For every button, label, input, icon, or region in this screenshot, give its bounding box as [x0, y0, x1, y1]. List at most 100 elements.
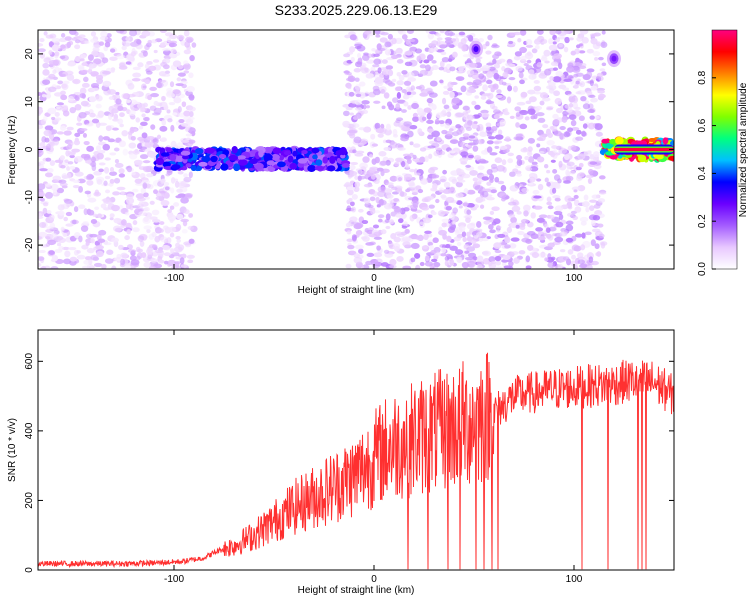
heatmap-cell: [441, 195, 448, 201]
tone-cell: [327, 165, 336, 172]
heatmap-cell: [125, 61, 132, 65]
heatmap-cell: [544, 177, 549, 183]
heatmap-cell: [458, 31, 466, 36]
heatmap-cell: [425, 64, 431, 72]
heatmap-cell: [436, 33, 441, 37]
heatmap-cell: [586, 71, 593, 79]
heatmap-cell: [559, 125, 566, 131]
tone-cell: [160, 152, 170, 157]
heatmap-cell: [377, 190, 386, 198]
heatmap-cell: [180, 264, 188, 268]
heatmap-cell: [395, 103, 401, 110]
heatmap-cell: [361, 170, 366, 176]
heatmap-cell: [130, 136, 136, 141]
heatmap-cell: [552, 41, 557, 45]
heatmap-cell: [594, 56, 599, 61]
heatmap-cell: [166, 37, 172, 43]
heatmap-cell: [59, 55, 66, 60]
heatmap-cell: [138, 211, 147, 217]
heatmap-cell: [534, 105, 543, 111]
heatmap-cell: [160, 137, 168, 142]
heatmap-cell: [496, 89, 502, 94]
heatmap-cell: [451, 38, 456, 42]
heatmap-cell: [63, 216, 69, 222]
heatmap-cell: [401, 109, 407, 113]
heatmap-cell: [130, 265, 135, 269]
heatmap-cell: [582, 103, 591, 110]
heatmap-cell: [428, 244, 434, 251]
heatmap-cell: [82, 220, 89, 225]
heatmap-cell: [476, 255, 484, 263]
heatmap-cell: [116, 186, 126, 191]
heatmap-cell: [387, 82, 396, 87]
tone-cell: [182, 155, 190, 160]
heatmap-cell: [404, 92, 414, 98]
heatmap-cell: [577, 259, 586, 265]
heatmap-cell: [45, 157, 52, 162]
heatmap-cell: [59, 182, 68, 187]
heatmap-cell: [583, 150, 592, 156]
heatmap-cell: [584, 100, 590, 104]
heatmap-cell: [95, 145, 102, 152]
heatmap-cell: [527, 137, 536, 144]
heatmap-cell: [183, 60, 189, 66]
tone-cell: [277, 161, 286, 168]
heatmap-cell: [385, 182, 394, 186]
heatmap-cell: [189, 54, 195, 62]
heatmap-cell: [574, 233, 583, 238]
heatmap-cell: [58, 210, 65, 216]
heatmap-cell: [570, 119, 577, 127]
y-tick-label: 0: [24, 146, 35, 152]
heatmap-cell: [348, 197, 353, 202]
heatmap-cell: [384, 41, 392, 48]
heatmap-cell: [344, 182, 351, 186]
heatmap-cell: [148, 65, 157, 72]
heatmap-cell: [98, 162, 106, 166]
heatmap-cell: [140, 121, 148, 127]
heatmap-cell: [428, 140, 438, 145]
heatmap-cell: [104, 41, 111, 48]
heatmap-cell: [188, 116, 195, 120]
heatmap-cell: [599, 68, 606, 72]
heatmap-cell: [552, 119, 560, 126]
tone-cell: [180, 150, 191, 156]
heatmap-cell: [591, 194, 600, 199]
heatmap-cell: [580, 95, 587, 102]
heatmap-cell: [432, 237, 439, 244]
heatmap-cell: [66, 126, 74, 131]
heatmap-cell: [472, 145, 479, 152]
heatmap-cell: [546, 169, 551, 174]
heatmap-cell: [440, 51, 447, 56]
heatmap-cell: [79, 58, 85, 62]
colorbar-tick-label: 0.4: [697, 166, 708, 180]
heatmap-cell: [363, 183, 373, 188]
tone-cell: [669, 140, 674, 146]
heatmap-cell: [539, 100, 545, 106]
heatmap-cell: [464, 244, 470, 249]
heatmap-cell: [143, 216, 149, 223]
heatmap-cell: [177, 182, 186, 189]
heatmap-cell: [566, 170, 571, 177]
heatmap-cell: [138, 200, 145, 205]
heatmap-cell: [140, 83, 147, 91]
heatmap-cell: [529, 177, 536, 183]
heatmap-cell: [536, 217, 545, 223]
heatmap-cell: [43, 129, 52, 137]
heatmap-cell: [56, 105, 61, 110]
heatmap-cell: [130, 51, 137, 57]
heatmap-cell: [140, 146, 147, 150]
heatmap-cell: [154, 235, 161, 243]
heatmap-cell: [374, 49, 380, 54]
heatmap-cell: [47, 107, 57, 115]
heatmap-cell: [477, 180, 482, 185]
heatmap-cell: [349, 34, 357, 41]
heatmap-cell: [501, 81, 507, 86]
heatmap-cell: [384, 49, 392, 56]
heatmap-cell: [51, 116, 56, 120]
heatmap-cell: [371, 47, 376, 52]
heatmap-cell: [497, 129, 503, 136]
heatmap-cell: [482, 216, 492, 221]
heatmap-cell: [398, 30, 407, 35]
heatmap-cell: [121, 45, 127, 51]
heatmap-cell: [87, 197, 97, 203]
